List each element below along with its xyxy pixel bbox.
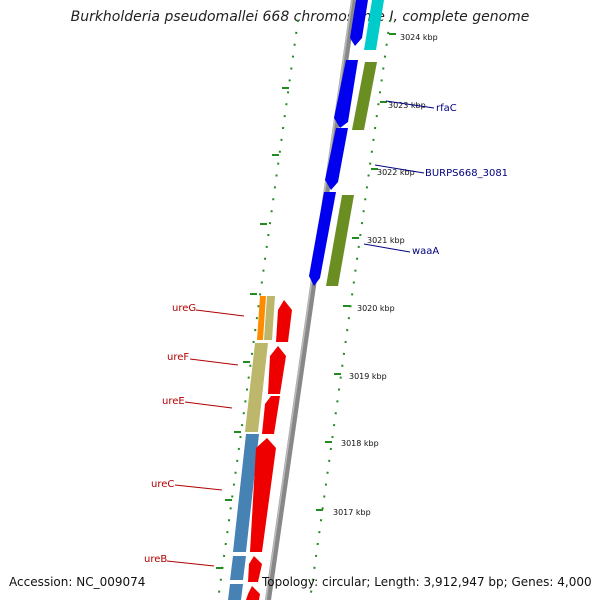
red-cds	[262, 396, 280, 434]
olive-cds	[352, 62, 377, 130]
tick-label: 3024 kbp	[400, 33, 438, 42]
tick-labels: 3024 kbp 3023 kbp 3022 kbp 3021 kbp 3020…	[333, 33, 438, 517]
tick-label: 3021 kbp	[367, 236, 405, 245]
gene-label: BURPS668_3081	[425, 168, 508, 179]
gene-label: ureC	[151, 479, 174, 490]
red-cds	[276, 300, 292, 342]
gene-label: ureG	[172, 303, 196, 314]
olive-cds	[326, 195, 354, 286]
tick-label: 3022 kbp	[377, 168, 415, 177]
map-title: Burkholderia pseudomallei 668 chromosome…	[70, 9, 530, 25]
gene-label: ureE	[162, 396, 185, 407]
red-cds	[248, 556, 262, 582]
tick-marks	[216, 33, 396, 569]
topology-text: Topology: circular; Length: 3,912,947 bp…	[262, 575, 592, 589]
orange-cds	[257, 296, 266, 340]
gene-label: waaA	[412, 246, 439, 257]
steel-cds	[230, 556, 246, 580]
tick-label: 3023 kbp	[388, 101, 426, 110]
tick-label: 3018 kbp	[341, 439, 379, 448]
gene-labels-forward: rfaC BURPS668_3081 waaA	[363, 100, 508, 257]
gene-label: ureB	[144, 554, 167, 565]
red-cds	[250, 438, 276, 552]
red-cds	[246, 586, 260, 600]
gene-label: rfaC	[436, 103, 457, 114]
steel-cds	[233, 434, 259, 552]
forward-strand-features	[309, 0, 384, 286]
red-cds	[268, 346, 286, 394]
dotted-guides	[217, 19, 391, 600]
accession-text: Accession: NC_009074	[9, 575, 146, 589]
blue-cds	[309, 192, 336, 286]
gene-label: ureF	[167, 352, 189, 363]
tick-label: 3017 kbp	[333, 508, 371, 517]
blue-cds	[334, 60, 358, 128]
tick-label: 3020 kbp	[357, 304, 395, 313]
blue-cds	[325, 128, 348, 190]
blue-cds	[350, 0, 368, 46]
khaki-cds	[264, 296, 275, 340]
steel-cds	[228, 584, 243, 600]
gene-labels-reverse: ureG ureF ureE ureC ureB	[144, 303, 245, 567]
khaki-cds	[245, 343, 268, 432]
reverse-strand-features	[228, 296, 292, 600]
tick-label: 3019 kbp	[349, 372, 387, 381]
cyan-feature	[364, 0, 384, 50]
